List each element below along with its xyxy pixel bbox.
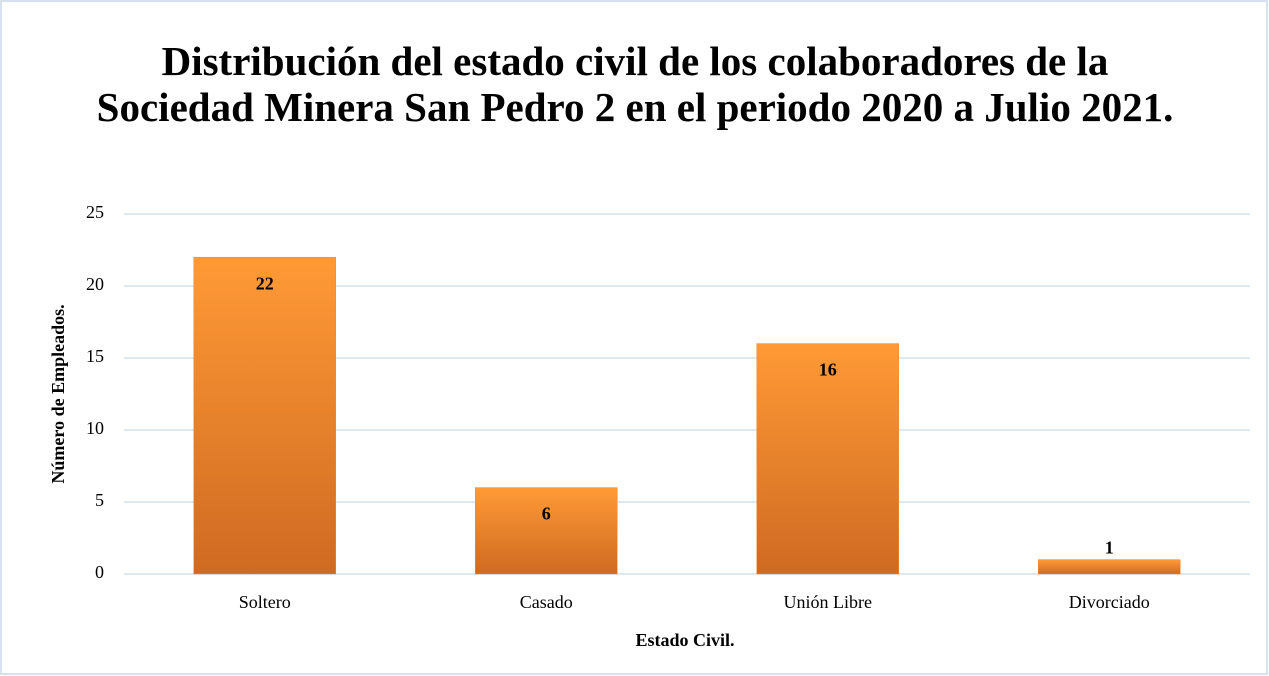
y-tick-label: 25 [86,202,104,222]
y-tick-label: 0 [95,562,104,582]
y-tick-label: 5 [95,490,104,510]
bar [193,256,336,575]
y-axis-title: Número de Empleados. [48,304,68,483]
data-label: 1 [1105,538,1114,558]
x-tick-label: Divorciado [1069,592,1150,612]
x-tick-label: Unión Libre [784,592,872,612]
y-tick-label: 10 [86,418,104,438]
bar [756,343,899,575]
data-label: 6 [542,504,551,524]
x-axis-title: Estado Civil. [635,630,734,650]
bar [1038,559,1181,575]
chart-title: Distribución del estado civil de los col… [96,38,1174,130]
data-label: 16 [819,360,837,380]
y-tick-label: 15 [86,346,104,366]
x-tick-label: Casado [520,592,573,612]
data-label: 22 [256,273,274,293]
x-tick-label: Soltero [239,592,291,612]
y-tick-label: 20 [86,274,104,294]
bar [475,487,618,575]
